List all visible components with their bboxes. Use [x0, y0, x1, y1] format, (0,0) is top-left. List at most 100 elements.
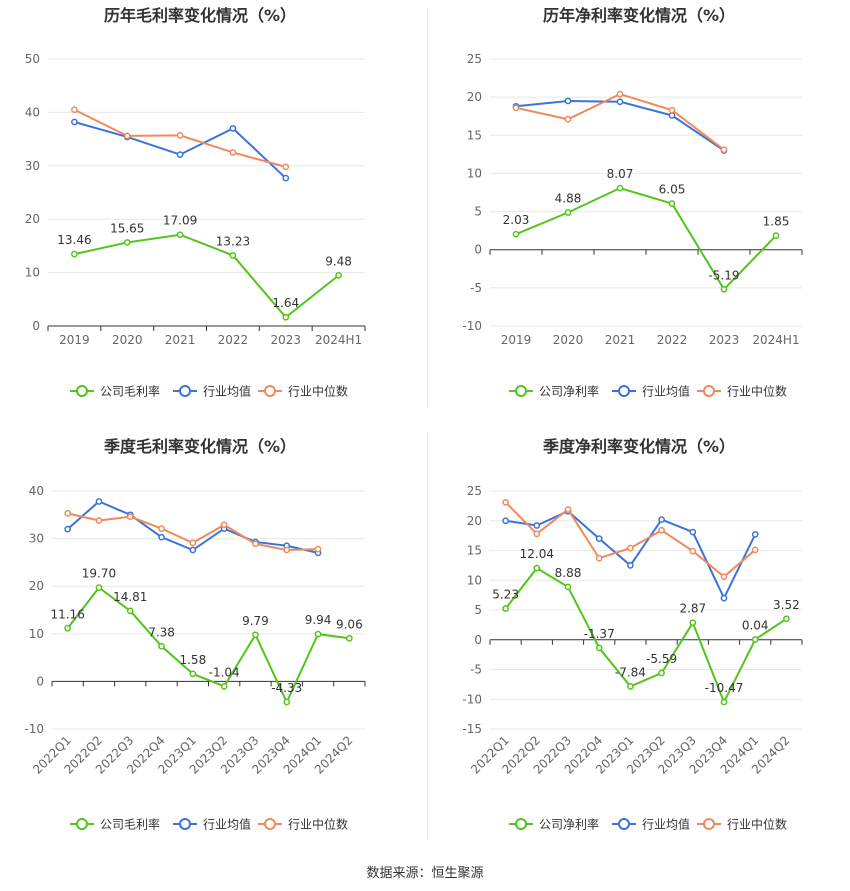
chart-panel-1: 历年毛利率变化情况（%） 0 10 20 30 40 50 2019 2020 2021 2022 2… — [25, 6, 366, 399]
legend-item-company: 公司净利率 — [509, 384, 599, 399]
data-point-company — [512, 230, 520, 238]
data-source-note: 数据来源：恒生聚源 — [366, 866, 484, 881]
data-point-industry_avg — [282, 174, 290, 182]
data-point-company — [126, 607, 134, 615]
data-label: 12.04 — [520, 547, 554, 561]
data-label: 13.23 — [216, 234, 250, 248]
y-tick-label: -10 — [462, 692, 482, 706]
y-tick-label: 5 — [474, 205, 482, 219]
data-point-industry_avg — [689, 528, 697, 536]
y-tick-label: 10 — [29, 627, 44, 641]
legend-item-company: 公司净利率 — [509, 817, 599, 832]
data-label: -5.19 — [708, 268, 739, 282]
data-label: 0.04 — [742, 619, 769, 633]
y-tick-label: 5 — [474, 603, 482, 617]
data-point-industry_median — [502, 498, 509, 506]
legend-marker — [264, 385, 276, 397]
x-tick-label: 2019 — [501, 333, 532, 347]
data-point-industry_avg — [229, 125, 237, 132]
data-point-industry_avg — [176, 151, 184, 158]
data-label: 17.09 — [163, 214, 197, 228]
data-point-industry_median — [71, 106, 78, 114]
legend-item-industry_avg: 行业均值 — [612, 384, 690, 399]
data-point-company — [689, 619, 697, 627]
data-label: 19.70 — [82, 567, 116, 581]
data-label: 1.64 — [272, 296, 299, 310]
data-point-industry_avg — [533, 522, 541, 529]
data-point-company — [189, 670, 197, 678]
data-label: -1.37 — [584, 627, 615, 641]
chart-panel-2: 历年净利率变化情况（%） -10 -5 0 5 10 15 20 25 2019 2020 2021 2… — [462, 6, 803, 399]
data-label: 5.23 — [492, 588, 519, 602]
legend-label: 公司净利率 — [539, 384, 599, 399]
data-point-industry_median — [158, 525, 165, 532]
legend-marker — [515, 385, 527, 397]
data-point-industry_median — [751, 546, 759, 554]
data-point-industry_avg — [751, 531, 759, 538]
data-point-industry_avg — [189, 546, 197, 554]
data-point-company — [564, 583, 572, 591]
legend-label: 公司毛利率 — [100, 817, 160, 832]
data-point-industry_median — [220, 521, 228, 529]
x-tick-label: 2023 — [709, 333, 740, 347]
data-point-industry_median — [252, 540, 259, 548]
data-point-industry_avg — [595, 535, 603, 542]
chart-panel-4: 季度净利率变化情况（%）-15-10-505101520252022Q12022… — [462, 437, 803, 832]
data-point-industry_avg — [64, 525, 72, 533]
data-point-industry_median — [282, 163, 290, 171]
data-point-industry_median — [627, 544, 634, 552]
legend-marker — [618, 818, 630, 830]
data-label: 8.88 — [555, 566, 582, 580]
data-point-company — [595, 644, 603, 652]
data-label: 8.07 — [607, 167, 634, 181]
x-tick-label: 2022 — [218, 333, 249, 347]
data-point-company — [533, 564, 541, 572]
legend-label: 行业中位数 — [288, 384, 348, 399]
y-tick-label: 20 — [25, 212, 40, 226]
data-label: 9.48 — [325, 254, 352, 268]
y-tick-label: 0 — [474, 633, 482, 647]
legend-label: 行业均值 — [642, 817, 690, 832]
legend-label: 行业中位数 — [727, 384, 787, 399]
data-point-industry_median — [668, 106, 676, 114]
data-point-industry_median — [564, 506, 572, 513]
series-line-company — [74, 233, 340, 319]
data-label: 7.38 — [148, 625, 175, 639]
data-point-industry_avg — [71, 118, 78, 126]
data-point-company — [64, 624, 72, 632]
data-label: 1.85 — [763, 215, 790, 229]
y-tick-label: 10 — [467, 166, 482, 180]
panel-divider-bottom — [427, 432, 428, 840]
legend-label: 行业均值 — [203, 817, 251, 832]
x-tick-label: 2020 — [553, 333, 584, 347]
x-tick-label: 2019 — [59, 333, 90, 347]
x-tick-label: 2021 — [165, 333, 196, 347]
series-line-company — [515, 187, 777, 291]
data-point-company — [564, 209, 572, 216]
series-line-industry_avg — [74, 121, 287, 179]
data-point-company — [158, 642, 165, 650]
legend-marker — [179, 818, 191, 830]
y-tick-label: 30 — [25, 159, 40, 173]
data-point-industry_median — [189, 539, 197, 547]
x-tick-label: 2023 — [270, 333, 301, 347]
data-label: 9.06 — [336, 617, 363, 631]
y-tick-label: -10 — [24, 722, 44, 736]
legend-item-industry_median: 行业中位数 — [258, 384, 348, 399]
legend-marker — [515, 818, 527, 830]
chart-title: 季度净利率变化情况（%） — [542, 437, 735, 456]
data-label: -10.47 — [705, 681, 744, 695]
y-tick-label: 50 — [25, 52, 40, 66]
legend-marker — [179, 385, 191, 397]
data-label: 3.52 — [773, 598, 800, 612]
y-tick-label: 30 — [29, 532, 44, 546]
chart-title: 历年净利率变化情况（%） — [543, 6, 735, 25]
legend-label: 行业中位数 — [288, 817, 348, 832]
legend-item-industry_avg: 行业均值 — [173, 384, 251, 399]
legend-marker — [76, 385, 88, 397]
data-label: 13.46 — [57, 233, 91, 247]
data-point-industry_median — [126, 513, 134, 521]
data-label: 15.65 — [110, 221, 144, 235]
data-label: -1.04 — [209, 665, 240, 679]
